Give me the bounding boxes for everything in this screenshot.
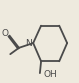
Text: OH: OH [43,70,57,79]
Text: O: O [2,29,9,38]
Text: N: N [25,39,32,48]
